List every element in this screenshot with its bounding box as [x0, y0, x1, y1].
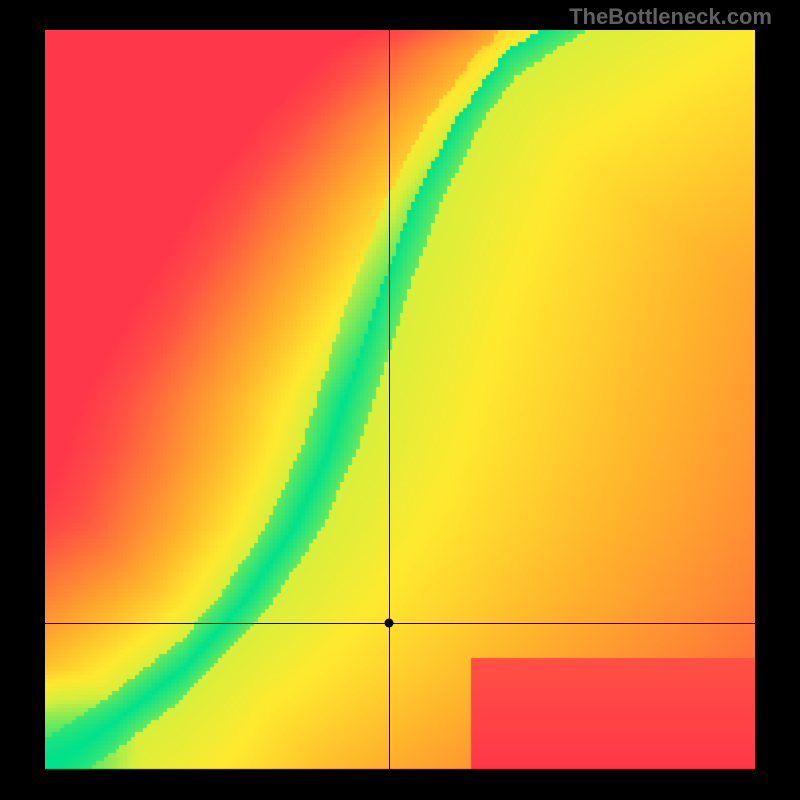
crosshair-vertical: [389, 30, 390, 770]
watermark-text: TheBottleneck.com: [569, 4, 772, 30]
heatmap-canvas: [45, 30, 755, 770]
crosshair-horizontal: [45, 623, 755, 624]
heatmap-plot: [45, 30, 755, 770]
crosshair-marker: [385, 619, 394, 628]
